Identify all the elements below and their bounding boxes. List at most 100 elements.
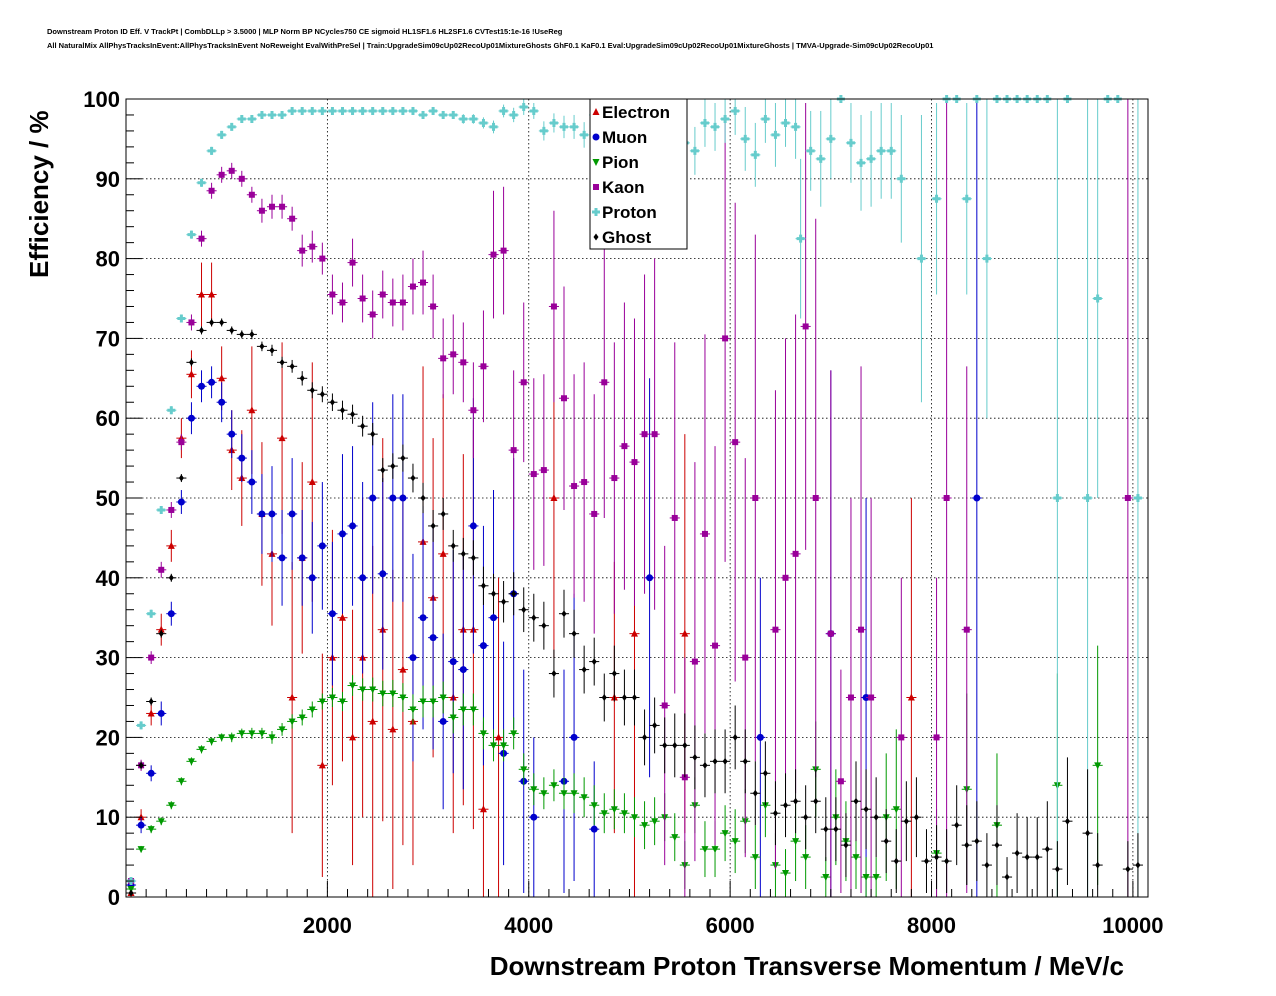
ghost-point xyxy=(511,590,517,598)
ghost-point xyxy=(521,606,527,614)
ghost-point xyxy=(480,582,486,590)
proton-point xyxy=(217,130,226,139)
proton-point xyxy=(388,106,397,115)
kaon-point xyxy=(258,207,265,214)
muon-point xyxy=(369,494,377,502)
x-tick-label: 6000 xyxy=(706,913,755,938)
pion-point xyxy=(439,694,447,702)
ghost-point xyxy=(934,853,940,861)
kaon-point xyxy=(812,495,819,501)
pion-point xyxy=(258,730,266,738)
pion-point xyxy=(630,814,638,822)
y-tick-label: 50 xyxy=(96,486,120,511)
electron-point xyxy=(288,693,296,701)
proton-point xyxy=(419,110,428,119)
proton-point xyxy=(791,122,800,131)
ghost-point xyxy=(974,837,980,845)
kaon-point xyxy=(168,506,175,513)
pion-point xyxy=(318,698,326,706)
legend-label-pion: Pion xyxy=(602,153,639,172)
pion-point xyxy=(751,854,759,862)
kaon-point xyxy=(208,187,215,194)
ghost-point xyxy=(188,358,194,366)
electron-point xyxy=(479,805,487,813)
kaon-point xyxy=(460,359,467,366)
kaon-point xyxy=(847,694,854,701)
ghost-point xyxy=(460,550,466,558)
pion-point xyxy=(520,766,528,774)
legend-marker-muon xyxy=(592,133,600,141)
ghost-point xyxy=(823,825,829,833)
muon-point xyxy=(530,813,538,821)
kaon-point xyxy=(581,479,588,486)
ghost-point xyxy=(843,841,849,849)
kaon-point xyxy=(289,215,296,222)
pion-point xyxy=(620,810,628,818)
pion-point xyxy=(490,742,498,750)
proton-point xyxy=(318,106,327,115)
ghost-point xyxy=(269,346,275,354)
kaon-point xyxy=(430,303,437,310)
ghost-point xyxy=(219,318,225,326)
kaon-point xyxy=(319,255,326,262)
ghost-point xyxy=(420,494,426,502)
ghost-point xyxy=(440,510,446,518)
proton-point xyxy=(826,134,835,143)
tick-layer xyxy=(125,98,1134,898)
proton-point xyxy=(368,106,377,115)
pion-point xyxy=(641,822,649,830)
proton-point xyxy=(257,110,266,119)
ghost-point xyxy=(339,406,345,414)
pion-point xyxy=(510,730,518,738)
electron-point xyxy=(147,709,155,717)
proton-point xyxy=(796,234,805,243)
ghost-point xyxy=(621,694,627,701)
ghost-point xyxy=(591,658,597,666)
muon-point xyxy=(288,510,296,518)
pion-point xyxy=(248,730,256,738)
legend-marker-pion xyxy=(592,159,600,166)
muon-point xyxy=(238,454,246,462)
kaon-point xyxy=(218,171,225,178)
kaon-point xyxy=(621,443,628,450)
ghost-point xyxy=(833,825,839,833)
pion-point xyxy=(208,738,216,746)
ghost-point xyxy=(601,694,607,701)
proton-point xyxy=(539,126,548,135)
legend-marker-electron xyxy=(592,108,600,115)
electron-point xyxy=(349,733,357,741)
ghost-point xyxy=(1135,861,1141,869)
ghost-point xyxy=(702,761,708,769)
proton-point xyxy=(499,106,508,115)
proton-point xyxy=(1083,494,1092,502)
pion-point xyxy=(580,794,588,802)
proton-point xyxy=(529,106,538,115)
ghost-point xyxy=(642,733,648,741)
kaon-point xyxy=(198,235,205,242)
y-tick-label: 20 xyxy=(96,725,120,750)
proton-point xyxy=(761,114,770,123)
proton-point xyxy=(917,254,926,263)
proton-point xyxy=(1053,494,1062,502)
ghost-point xyxy=(199,326,205,334)
proton-point xyxy=(549,118,558,127)
electron-point xyxy=(439,549,447,557)
kaon-point xyxy=(359,295,366,302)
kaon-point xyxy=(188,319,195,326)
pion-point xyxy=(187,758,195,766)
kaon-point xyxy=(389,299,396,306)
kaon-point xyxy=(540,467,547,474)
pion-point xyxy=(177,778,185,786)
ghost-point xyxy=(672,741,678,749)
proton-point xyxy=(570,122,579,131)
ghost-point xyxy=(259,342,265,350)
pion-point xyxy=(379,690,387,698)
ghost-point xyxy=(1034,853,1040,861)
kaon-point xyxy=(178,439,185,446)
proton-point xyxy=(1093,294,1102,303)
pion-point xyxy=(560,790,568,798)
muon-point xyxy=(409,654,417,662)
y-tick-label: 70 xyxy=(96,326,120,351)
kaon-point xyxy=(933,734,940,741)
ghost-point xyxy=(611,670,617,678)
